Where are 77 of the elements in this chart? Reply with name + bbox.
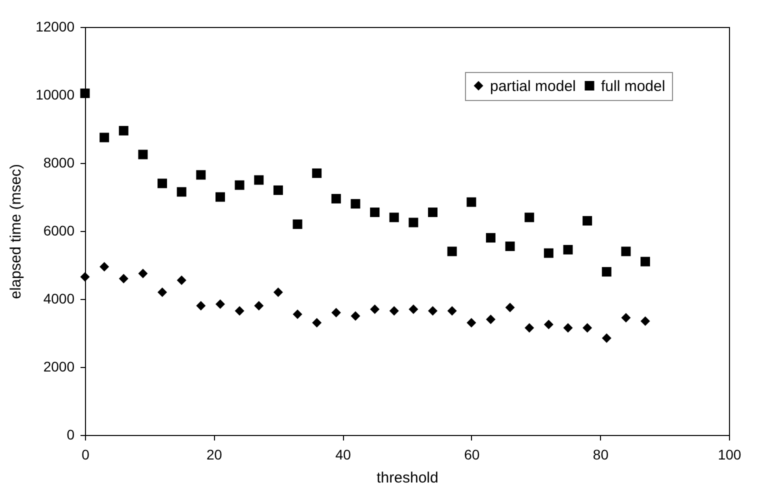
point [196, 170, 206, 180]
point [544, 320, 554, 330]
point [176, 187, 186, 197]
point [273, 287, 283, 297]
point [447, 246, 457, 256]
point [331, 194, 341, 204]
point [292, 310, 302, 320]
point [234, 306, 244, 316]
point [602, 333, 612, 343]
point [370, 208, 380, 218]
point [408, 304, 418, 314]
point [350, 199, 360, 209]
legend-label: full model [601, 78, 666, 95]
point [486, 314, 496, 324]
point [118, 274, 128, 284]
point [254, 301, 264, 311]
point [640, 316, 650, 326]
point [273, 185, 283, 195]
point [292, 219, 302, 229]
x-tick-label: 60 [464, 446, 480, 462]
point [138, 268, 148, 278]
point [524, 323, 534, 333]
point [138, 150, 148, 160]
x-axis-title: threshold [376, 470, 438, 486]
point [466, 318, 476, 328]
y-tick-label: 2000 [43, 358, 75, 374]
point [447, 306, 457, 316]
y-tick-label: 4000 [43, 290, 75, 306]
point [100, 262, 110, 272]
x-tick-label: 100 [718, 446, 742, 462]
point [505, 302, 515, 312]
point [254, 175, 264, 185]
point [118, 126, 128, 136]
y-tick-label: 0 [66, 426, 75, 442]
point [408, 218, 418, 228]
point [486, 233, 496, 243]
point [563, 244, 573, 254]
point [389, 306, 399, 316]
point [582, 323, 592, 333]
point [428, 306, 438, 316]
point [389, 212, 399, 222]
point [312, 318, 322, 328]
x-tick-label: 20 [206, 446, 222, 462]
point [234, 180, 244, 190]
point [158, 287, 168, 297]
point [428, 208, 438, 218]
point [640, 256, 650, 266]
point [215, 299, 225, 309]
point [602, 267, 612, 277]
point [466, 197, 476, 207]
y-tick-label: 6000 [43, 222, 75, 238]
point [100, 132, 110, 142]
point [524, 212, 534, 222]
x-tick-label: 40 [335, 446, 352, 462]
point [582, 216, 592, 226]
point [312, 168, 322, 178]
point [158, 178, 168, 188]
point [215, 192, 225, 202]
point [80, 88, 90, 98]
y-tick-label: 8000 [43, 154, 75, 170]
point [505, 242, 515, 252]
y-tick-label: 12000 [36, 18, 75, 34]
point [370, 304, 380, 314]
point [196, 301, 206, 311]
point [80, 272, 90, 282]
x-tick-label: 80 [592, 446, 609, 462]
y-tick-label: 10000 [36, 86, 75, 102]
point [563, 323, 573, 333]
point [331, 308, 341, 318]
x-tick-label: 0 [82, 446, 90, 462]
point [350, 311, 360, 321]
legend-label: partial model [490, 78, 576, 95]
point [621, 246, 631, 256]
point [621, 312, 631, 322]
point [176, 276, 186, 286]
y-axis-title: elapsed time (msec) [8, 164, 25, 300]
point [544, 248, 554, 258]
